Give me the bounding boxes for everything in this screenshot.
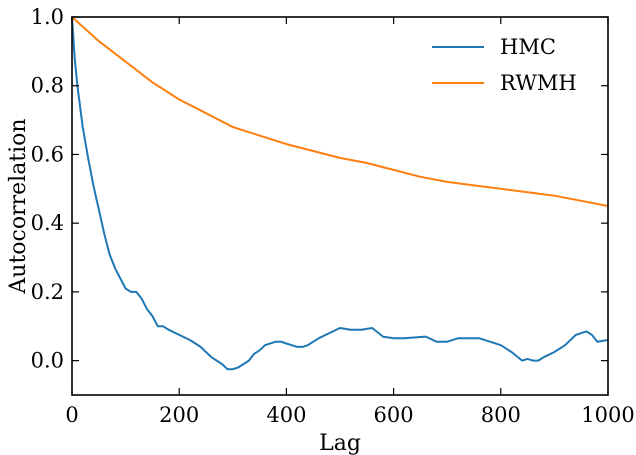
y-tick-label: 0.8 bbox=[31, 74, 64, 98]
y-tick-label: 0.2 bbox=[31, 280, 64, 304]
y-tick-label: 0.0 bbox=[31, 349, 64, 373]
y-tick-label: 0.4 bbox=[31, 211, 64, 235]
y-axis-title: Autocorrelation bbox=[6, 118, 31, 294]
legend-label-hmc: HMC bbox=[500, 35, 556, 59]
series-line-rwmh bbox=[71, 16, 609, 207]
x-tick-label: 1000 bbox=[581, 403, 634, 427]
series-line-hmc bbox=[71, 16, 609, 371]
x-axis-title: Lag bbox=[319, 431, 361, 455]
legend: HMC RWMH bbox=[432, 35, 577, 95]
y-tick-label: 1.0 bbox=[31, 5, 64, 29]
x-axis-ticks: 0 200 400 600 800 1000 bbox=[65, 17, 635, 427]
legend-label-rwmh: RWMH bbox=[500, 71, 577, 95]
y-tick-label: 0.6 bbox=[31, 142, 64, 166]
x-tick-label: 200 bbox=[159, 403, 199, 427]
x-tick-label: 0 bbox=[65, 403, 78, 427]
x-tick-label: 600 bbox=[374, 403, 414, 427]
x-tick-label: 800 bbox=[481, 403, 521, 427]
y-axis-ticks: 0.0 0.2 0.4 0.6 0.8 1.0 bbox=[31, 5, 608, 373]
x-tick-label: 400 bbox=[266, 403, 306, 427]
plot-frame bbox=[71, 16, 609, 396]
plot-lines bbox=[71, 16, 609, 371]
